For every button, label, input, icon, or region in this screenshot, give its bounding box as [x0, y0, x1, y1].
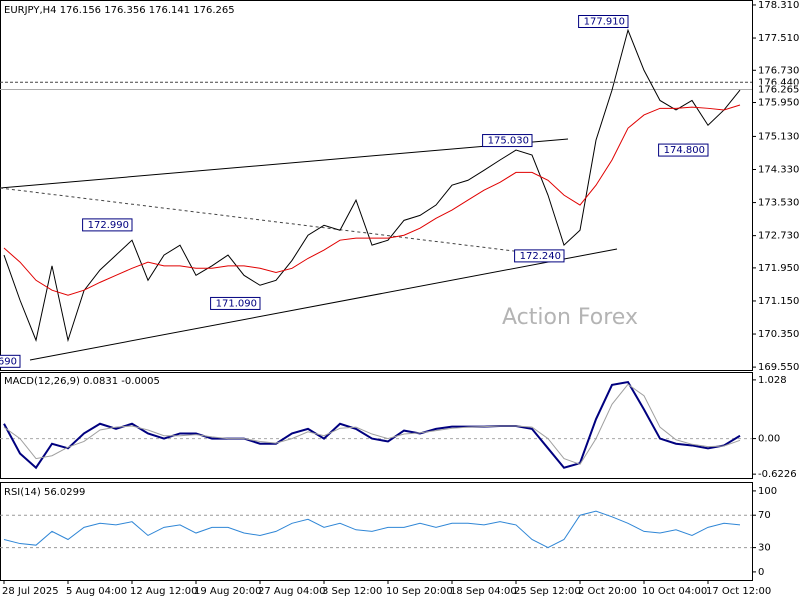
price-line-label: 176.265 [758, 85, 799, 96]
series-line [3, 28, 741, 343]
macd-frame [0, 372, 753, 479]
series-line [3, 380, 741, 470]
x-tick-label: 18 Sep 04:00 [450, 586, 517, 597]
trend-dashed [0, 187, 531, 254]
annotation-box [0, 354, 21, 368]
x-tick-label: 5 Aug 04:00 [66, 586, 127, 597]
annotation-label: 172.240 [520, 251, 561, 262]
channel-upper [0, 138, 569, 189]
annotation-label: 177.910 [584, 16, 625, 27]
price-line-box [753, 84, 799, 95]
price-line-label: 176.440 [758, 77, 799, 88]
channel-lower [29, 248, 618, 361]
annotation-label: 172.990 [88, 220, 129, 231]
y-tick-label: 175.950 [758, 98, 799, 109]
y-tick-label: 175.130 [758, 131, 799, 142]
panel-frames [0, 0, 753, 581]
annotation-box [210, 296, 261, 310]
price-frame [0, 0, 753, 371]
x-tick-label: 2 Oct 20:00 [578, 586, 637, 597]
y-tick-label: 172.730 [758, 231, 799, 242]
y-tick-label: 1.028 [758, 375, 787, 386]
y-tick-label: 178.310 [758, 0, 799, 11]
y-tick-label: 0 [758, 567, 764, 578]
x-tick-label: 10 Sep 20:00 [386, 586, 453, 597]
y-tick-label: 0.00 [758, 434, 780, 445]
price-line-box [753, 77, 799, 88]
x-tick-label: 10 Oct 04:00 [642, 586, 707, 597]
y-tick-label: 170.350 [758, 329, 799, 340]
y-tick-label: 177.510 [758, 33, 799, 44]
series-line [3, 383, 741, 465]
y-tick-label: 171.150 [758, 296, 799, 307]
annotation-box [658, 143, 709, 157]
annotation-box [514, 249, 565, 263]
y-tick-label: 176.730 [758, 65, 799, 76]
x-tick-label: 3 Sep 12:00 [322, 586, 382, 597]
rsi-title: RSI(14) 56.0299 [4, 487, 85, 498]
annotation-label: 175.030 [488, 136, 529, 147]
y-tick-label: 171.950 [758, 263, 799, 274]
watermark: Action Forex [502, 305, 638, 330]
annotation-box [82, 218, 133, 232]
annotation-label: 171.090 [216, 298, 257, 309]
y-tick-label: 174.330 [758, 164, 799, 175]
series-line [3, 104, 741, 296]
y-tick-label: 100 [758, 486, 777, 497]
x-tick-label: 25 Sep 12:00 [514, 586, 581, 597]
x-tick-label: 27 Aug 04:00 [258, 586, 325, 597]
x-tick-label: 19 Aug 20:00 [194, 586, 261, 597]
x-tick-label: 28 Jul 2025 [2, 586, 59, 597]
macd-title: MACD(12,26,9) 0.0831 -0.0005 [4, 376, 160, 387]
annotation-label: 690 [0, 356, 17, 367]
trend-lines [0, 138, 618, 361]
y-tick-label: 30 [758, 543, 771, 554]
y-tick-label: 70 [758, 510, 771, 521]
annotation-box [578, 14, 629, 28]
y-tick-label: 169.550 [758, 362, 799, 373]
annotation-label: 174.800 [664, 145, 705, 156]
y-tick-label: -0.6226 [758, 469, 797, 480]
price-title: EURJPY,H4 176.156 176.356 176.141 176.26… [4, 5, 235, 16]
series-line [3, 510, 741, 549]
rsi-frame [0, 482, 753, 581]
x-tick-label: 12 Aug 12:00 [130, 586, 197, 597]
x-tick-label: 17 Oct 12:00 [706, 586, 771, 597]
annotation-box [482, 134, 533, 148]
y-tick-label: 173.530 [758, 198, 799, 209]
